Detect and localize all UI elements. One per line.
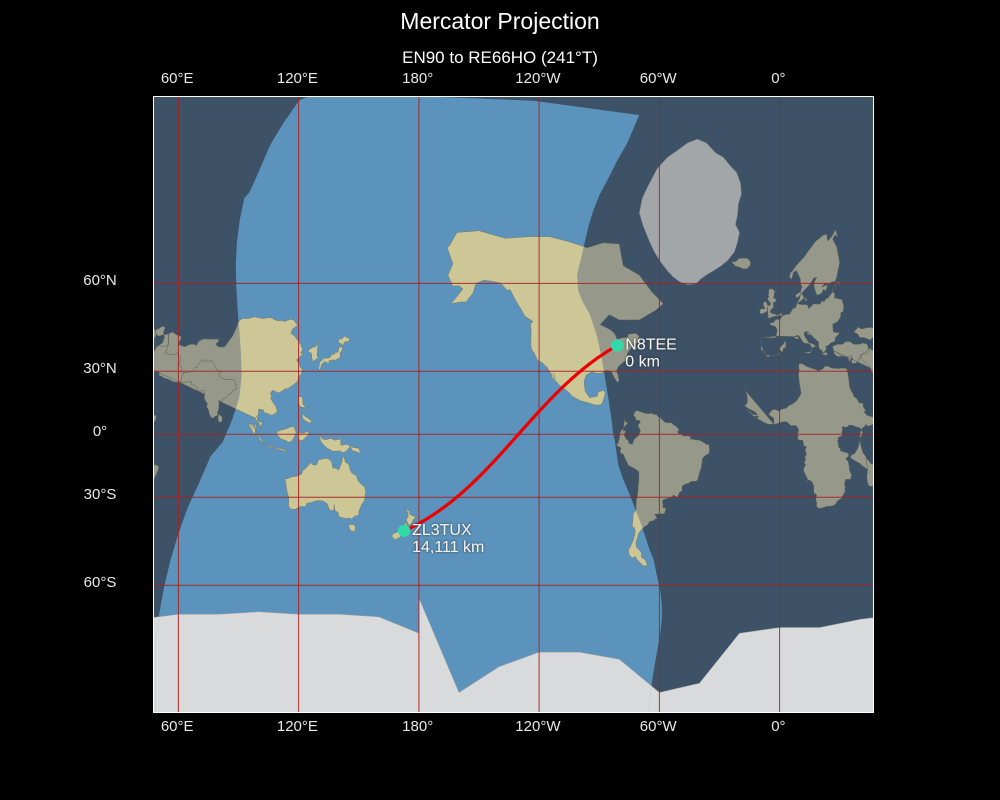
svg-text:N8TEE: N8TEE <box>625 337 677 354</box>
svg-text:14,111 km: 14,111 km <box>412 539 484 556</box>
svg-text:ZL3TUX: ZL3TUX <box>412 522 472 539</box>
svg-text:0 km: 0 km <box>625 354 660 371</box>
